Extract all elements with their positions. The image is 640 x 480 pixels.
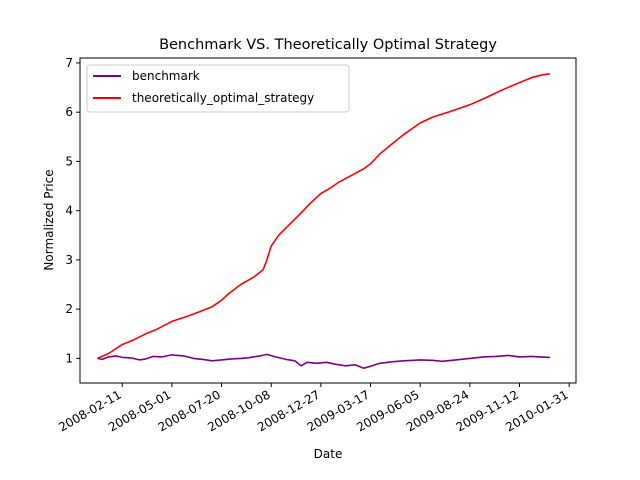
y-axis-label: Normalized Price [42, 169, 56, 270]
series-line-benchmark [97, 353, 550, 370]
y-tick-label: 7 [65, 56, 73, 70]
y-tick-label: 3 [65, 253, 73, 267]
y-tick-label: 5 [65, 154, 73, 168]
chart-title: Benchmark VS. Theoretically Optimal Stra… [159, 37, 497, 53]
x-axis-label: Date [314, 447, 343, 461]
legend-label-benchmark: benchmark [132, 69, 200, 83]
y-tick-label: 1 [65, 351, 73, 365]
plot-frame [79, 57, 577, 384]
y-tick-label: 6 [65, 105, 73, 119]
series-line-theoretically-optimal-strategy [97, 73, 551, 360]
y-tick-label: 4 [65, 204, 73, 218]
legend-label-theoretically-optimal-strategy: theoretically_optimal_strategy [132, 91, 314, 105]
y-axis: 1 2 3 4 5 6 7 [65, 56, 80, 365]
y-tick-label: 2 [65, 302, 73, 316]
legend-box [86, 64, 350, 113]
legend: benchmark theoretically_optimal_strategy [86, 64, 350, 113]
series-layer [97, 73, 551, 370]
